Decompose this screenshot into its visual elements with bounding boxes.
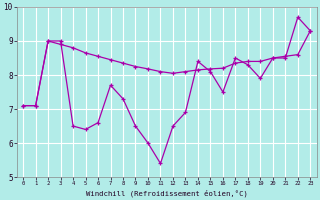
X-axis label: Windchill (Refroidissement éolien,°C): Windchill (Refroidissement éolien,°C) [86, 189, 248, 197]
